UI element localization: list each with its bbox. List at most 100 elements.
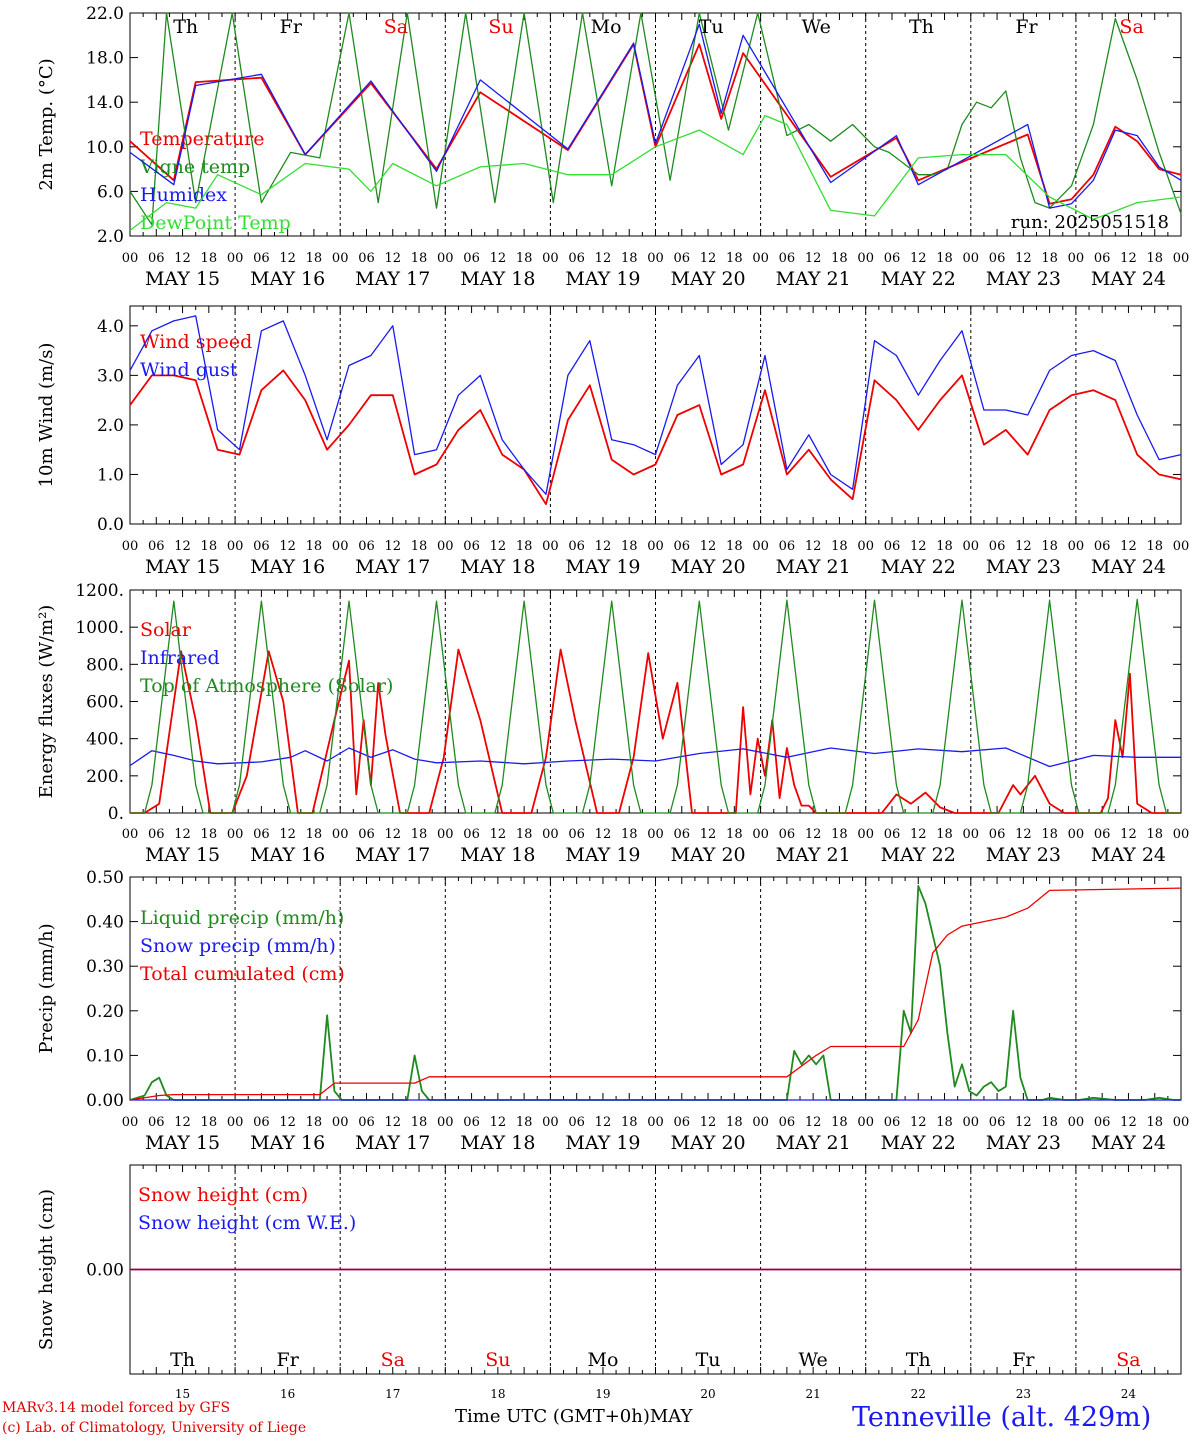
hour-label: 00: [1068, 827, 1085, 842]
hour-label: 18: [621, 1115, 638, 1130]
weekday-label-bottom: Mo: [587, 1349, 618, 1371]
x-axis-month: MAY: [649, 1406, 693, 1427]
date-label: MAY 23: [986, 1132, 1061, 1154]
hour-label: 12: [279, 539, 296, 554]
hour-label-end: 00: [1173, 539, 1190, 554]
hour-label: 06: [884, 827, 901, 842]
series-line-2: [129, 747, 1181, 768]
hour-label: 12: [595, 1115, 612, 1130]
hour-label: 00: [857, 827, 874, 842]
hour-label: 12: [910, 1115, 927, 1130]
date-label: MAY 18: [460, 1132, 535, 1154]
hour-label: 00: [122, 251, 139, 266]
hour-label: 06: [358, 1115, 375, 1130]
x-axis-title: Time UTC (GMT+0h): [455, 1406, 650, 1427]
hour-label: 06: [779, 539, 796, 554]
hour-label: 06: [358, 827, 375, 842]
hour-label: 18: [831, 251, 848, 266]
y-tick-label: 4.0: [97, 317, 124, 337]
date-label: MAY 15: [145, 1132, 220, 1154]
hour-label: 06: [148, 1115, 165, 1130]
hour-label: 06: [148, 251, 165, 266]
legend-entry-3: Humidex: [140, 184, 227, 206]
y-tick-label: 22.0: [86, 4, 124, 24]
hour-label: 12: [1120, 539, 1137, 554]
y-tick-label: 400.: [86, 730, 124, 750]
hour-label: 00: [122, 827, 139, 842]
hour-label: 00: [1068, 539, 1085, 554]
hour-label: 00: [963, 1115, 980, 1130]
hour-label: 12: [1015, 539, 1032, 554]
hour-label: 18: [1041, 827, 1058, 842]
hour-label: 18: [411, 539, 428, 554]
date-label: MAY 20: [670, 556, 745, 578]
weekday-label-bottom: Su: [485, 1349, 510, 1371]
hour-label: 00: [437, 539, 454, 554]
hour-label: 18: [726, 539, 743, 554]
y-tick-label: 1000.: [75, 618, 124, 638]
hour-label: 12: [595, 251, 612, 266]
hour-label: 06: [779, 827, 796, 842]
y-tick-label: 0.00: [86, 1091, 124, 1111]
hour-label: 18: [516, 251, 533, 266]
hour-label: 00: [332, 251, 349, 266]
day-number-label: 20: [700, 1387, 715, 1401]
hour-label: 12: [490, 251, 507, 266]
hour-label: 18: [411, 1115, 428, 1130]
legend-entry-2: Vigne temp: [139, 156, 250, 178]
hour-label: 06: [884, 539, 901, 554]
weekday-label: Sa: [1119, 16, 1143, 38]
hour-label: 18: [936, 827, 953, 842]
y-tick-label: 18.0: [86, 49, 124, 69]
panel-4: 0.00 0.10 0.20 0.30 0.40 0.50 Precip (mm/h) Liq…: [36, 868, 1189, 1154]
hour-label: 00: [227, 251, 244, 266]
hour-label: 00: [227, 827, 244, 842]
weekday-label: Su: [488, 16, 513, 38]
date-label: MAY 16: [250, 556, 325, 578]
hour-label: 12: [700, 827, 717, 842]
hour-label: 00: [332, 827, 349, 842]
hour-label: 12: [910, 251, 927, 266]
hour-label: 06: [1094, 251, 1111, 266]
hour-label: 12: [805, 251, 822, 266]
x-axis-label: Time UTC (GMT+0h)MAY: [455, 1406, 692, 1427]
panel-frame: [129, 589, 1182, 814]
hour-label: 06: [989, 539, 1006, 554]
hour-label: 00: [857, 251, 874, 266]
y-tick-label: 1.0: [97, 465, 124, 485]
date-label: MAY 19: [565, 556, 640, 578]
y-axis-title: 2m Temp. (°C): [36, 58, 57, 190]
hour-label: 06: [1094, 539, 1111, 554]
day-number-label: 21: [806, 1387, 821, 1401]
hour-label: 06: [568, 539, 585, 554]
hour-label: 00: [647, 1115, 664, 1130]
legend-entry-1: Wind speed: [140, 331, 252, 353]
hour-label: 18: [726, 1115, 743, 1130]
hour-label: 18: [936, 251, 953, 266]
legend-entry-2: Snow height (cm W.E.): [138, 1212, 356, 1234]
weekday-label-bottom: Th: [170, 1349, 195, 1371]
day-number-label: 16: [280, 1387, 295, 1401]
hour-label: 12: [1015, 251, 1032, 266]
hour-label: 06: [358, 539, 375, 554]
date-label: MAY 16: [250, 1132, 325, 1154]
hour-label: 00: [542, 1115, 559, 1130]
hour-label: 18: [1146, 1115, 1163, 1130]
run-annotation: run: 2025051518: [1011, 212, 1169, 233]
hour-label: 18: [411, 827, 428, 842]
hour-label: 12: [1015, 827, 1032, 842]
hour-label: 18: [201, 1115, 218, 1130]
legend-entry-2: Infrared: [140, 647, 220, 669]
hour-label: 18: [1146, 827, 1163, 842]
y-tick-label: 2.0: [97, 416, 124, 436]
weekday-label: Th: [909, 16, 934, 38]
panel-1: 2.0 6.0 10.0 14.0 18.0 22.0 2m Temp. (°C) Tempe…: [36, 4, 1189, 290]
date-label: MAY 21: [776, 556, 851, 578]
hour-label: 12: [174, 827, 191, 842]
hour-label: 00: [437, 827, 454, 842]
weekday-label-bottom: Th: [906, 1349, 931, 1371]
hour-label: 18: [831, 1115, 848, 1130]
hour-label: 00: [963, 827, 980, 842]
date-label: MAY 15: [145, 556, 220, 578]
hour-label: 12: [700, 251, 717, 266]
